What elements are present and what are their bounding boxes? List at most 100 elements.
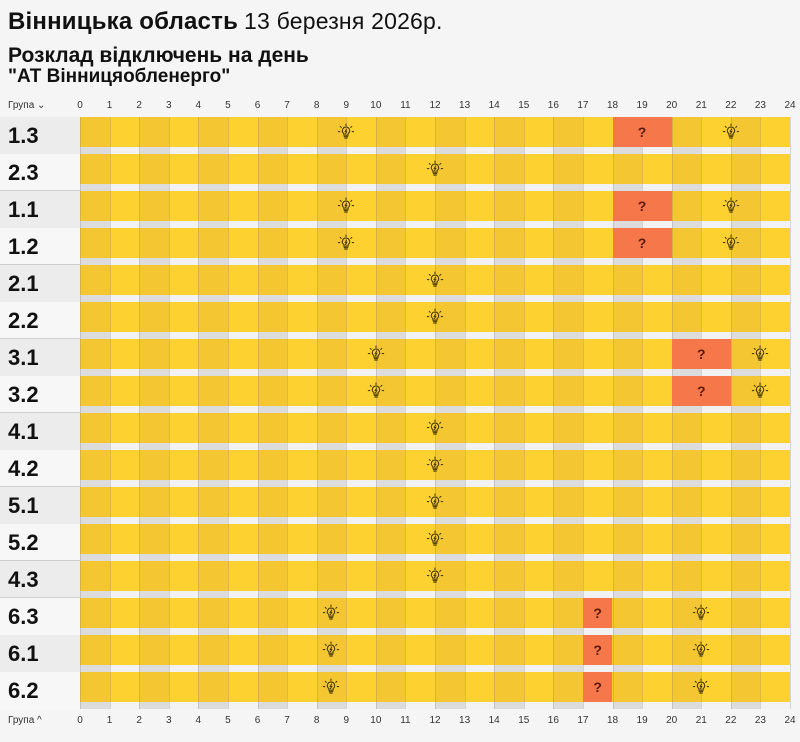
row-gap — [227, 517, 258, 524]
hour-gridline — [760, 524, 762, 561]
hour-gridline — [405, 302, 407, 339]
hour-gridline — [287, 376, 289, 413]
hour-gridline — [227, 413, 229, 450]
row-gap — [139, 221, 170, 228]
hour-cell-power-on — [760, 598, 791, 628]
hour-cell-power-on — [582, 191, 613, 221]
hour-cell-power-on — [257, 672, 288, 702]
hour-gridline — [790, 339, 791, 376]
hour-gridline — [139, 487, 141, 524]
hour-gridline — [316, 524, 318, 561]
hour-gridline — [435, 635, 436, 672]
hour-cell-power-on — [257, 487, 288, 517]
hour-cell-power-on — [523, 154, 554, 184]
hour-cell-power-on — [227, 450, 258, 480]
row-gap — [346, 184, 377, 191]
hour-gridline — [109, 376, 111, 413]
group-timeline — [80, 413, 791, 450]
hour-gridline — [198, 302, 200, 339]
hour-gridline — [227, 302, 229, 339]
hour-cell-power-on — [257, 228, 288, 258]
hour-cell-power-on — [287, 265, 318, 295]
hour-tick: 9 — [343, 715, 350, 726]
row-gap — [257, 406, 288, 413]
group-sort-toggle-bottom[interactable]: Група ^ — [8, 715, 42, 726]
row-gap — [582, 443, 613, 450]
row-gap — [80, 406, 111, 413]
row-gap — [346, 443, 377, 450]
row-gap — [80, 517, 111, 524]
row-gap — [582, 480, 613, 487]
lightbulb-icon — [337, 197, 355, 215]
hour-gridline — [198, 117, 200, 154]
hour-gridline — [494, 339, 496, 376]
row-gap — [375, 369, 406, 376]
hour-gridline — [375, 672, 377, 709]
hour-gridline — [464, 635, 466, 672]
hour-cell-power-on — [435, 413, 466, 443]
hour-cell-power-on — [346, 302, 377, 332]
row-gap — [523, 702, 554, 709]
hour-cell-power-on — [287, 450, 318, 480]
lightbulb-icon — [337, 234, 355, 252]
row-gap — [553, 665, 584, 672]
hour-cell-power-on — [139, 561, 170, 591]
row-gap — [642, 295, 673, 302]
hour-cell-power-on — [553, 450, 584, 480]
hour-cell-power-on — [671, 635, 702, 665]
group-sort-toggle[interactable]: Група ⌄ — [8, 100, 46, 111]
hour-cell-power-on — [435, 265, 466, 295]
hour-gridline — [701, 154, 703, 191]
row-gap — [464, 517, 495, 524]
hour-gridline — [790, 191, 791, 228]
row-gap — [582, 554, 613, 561]
hour-cell-power-on — [316, 561, 347, 591]
hour-cell-power-on — [287, 598, 318, 628]
row-gap — [494, 443, 525, 450]
hour-cell-power-on — [227, 339, 258, 369]
hour-cell-power-on — [464, 672, 495, 702]
hour-gridline — [464, 524, 466, 561]
hour-cell-power-on — [612, 635, 643, 665]
hour-gridline — [730, 524, 732, 561]
hour-cell-power-on — [464, 154, 495, 184]
hour-cell-power-on — [287, 302, 318, 332]
hour-gridline — [198, 154, 200, 191]
hour-cell-power-on — [80, 376, 111, 406]
hour-gridline — [109, 672, 111, 709]
hour-gridline — [316, 117, 318, 154]
row-gap — [494, 295, 525, 302]
hour-cell-power-on — [139, 635, 170, 665]
row-gap — [464, 702, 495, 709]
hour-gridline — [346, 154, 348, 191]
hour-gridline — [523, 191, 525, 228]
hour-cell-power-on — [168, 524, 199, 554]
row-gap — [582, 221, 613, 228]
group-label: 4.3 — [0, 561, 80, 598]
hour-gridline — [346, 339, 348, 376]
row-gap — [701, 702, 732, 709]
row-gap — [109, 406, 140, 413]
row-gap — [553, 517, 584, 524]
hour-cell-power-on — [671, 672, 702, 702]
row-gap — [523, 295, 554, 302]
hour-gridline — [435, 228, 436, 265]
hour-gridline — [198, 598, 200, 635]
hour-gridline — [139, 635, 141, 672]
hour-cell-power-on — [612, 672, 643, 702]
hour-gridline — [109, 450, 111, 487]
hour-cell-power-on — [730, 376, 761, 406]
hour-gridline — [80, 487, 81, 524]
hour-cell-power-on — [80, 302, 111, 332]
hour-cell-power-on — [139, 154, 170, 184]
hour-gridline — [790, 117, 791, 154]
row-gap — [287, 369, 318, 376]
row-gap — [257, 147, 288, 154]
row-gap — [287, 628, 318, 635]
hour-cell-power-on — [612, 524, 643, 554]
hour-gridline — [168, 117, 170, 154]
hour-gridline — [405, 117, 407, 154]
row-gap — [139, 628, 170, 635]
possible-outage-block: ? — [612, 117, 672, 147]
row-gap — [642, 591, 673, 598]
